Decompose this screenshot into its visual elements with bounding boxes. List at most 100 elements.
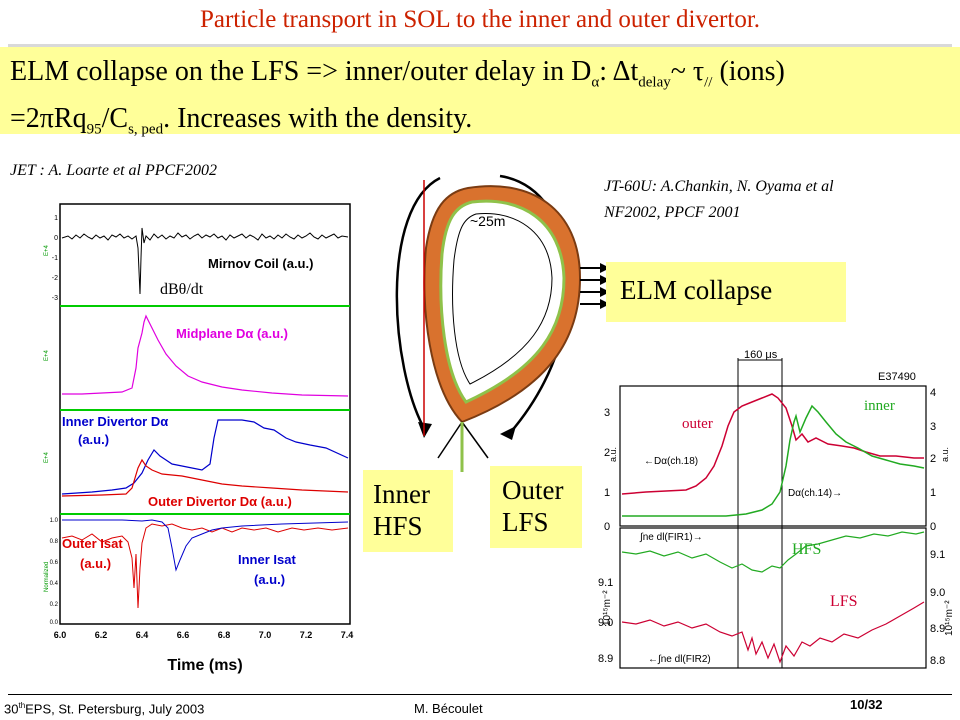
dbdt-label: dBθ/dt	[160, 281, 204, 298]
tokamak-cross-section: ~25m	[395, 168, 610, 472]
length-label: ~25m	[470, 213, 505, 229]
y-tick: 2	[930, 453, 936, 465]
headline-part: . Increases with the density.	[163, 102, 473, 134]
inner-isat-trace	[62, 519, 349, 572]
hfs-arrowhead	[418, 422, 432, 438]
headline-sub: delay	[638, 74, 671, 91]
inner-divertor-label: Inner Divertor Dα	[62, 414, 168, 429]
x-tick: 7.0	[259, 630, 272, 640]
elm-collapse-box: ELM collapse	[606, 262, 846, 322]
citation-line1: JT-60U: A.Chankin, N. Oyama et al	[604, 178, 834, 195]
dalpha-ch18-trace	[621, 393, 924, 495]
conference-label: 30thEPS, St. Petersburg, July 2003	[4, 701, 204, 716]
y-tick: 0	[54, 235, 58, 242]
y-tick: 2	[604, 447, 610, 459]
footer-sup: th	[18, 701, 26, 710]
author-label: M. Bécoulet	[414, 701, 483, 716]
jet-traces-figure: E+4 E+4 E+4 Normalized 1 0 -1 -2 -3 1.0 …	[42, 198, 358, 678]
y-tick: 4	[930, 387, 936, 399]
flux-surface	[452, 213, 553, 385]
inner-hfs-box: Inner HFS	[363, 470, 453, 552]
y-tick: 8.9	[598, 653, 613, 665]
outer-divertor-label: Outer Divertor Dα (a.u.)	[148, 494, 292, 509]
fir1-trace	[621, 531, 925, 573]
y-tick: 8.8	[930, 655, 945, 667]
headline-line-2: =2πRq95/Cs, ped. Increases with the dens…	[10, 101, 950, 148]
midplane-label: Midplane Dα (a.u.)	[176, 326, 288, 341]
headline-line-1: ELM collapse on the LFS => inner/outer d…	[10, 54, 950, 101]
x-tick: 6.0	[54, 630, 67, 640]
x-tick: 6.4	[136, 630, 149, 640]
top-unit-right: a.u.	[940, 447, 950, 462]
top-right-ticks: 4 3 2 1 0	[930, 387, 936, 533]
time-window-label: 160 μs	[744, 349, 778, 361]
headline-part: ~ τ	[670, 56, 705, 87]
x-tick: 7.2	[300, 630, 313, 640]
y-tick: 1	[930, 487, 936, 499]
dalpha18-label: ←Dα(ch.18)	[644, 456, 698, 467]
outer-lfs-box: Outer LFS	[490, 466, 582, 548]
outer-label: outer	[682, 416, 713, 432]
outer-lfs-line1: Outer	[502, 475, 564, 505]
shot-number: E37490	[878, 371, 916, 383]
y-tick: 1	[54, 215, 58, 222]
midplane-dalpha-trace	[62, 314, 349, 397]
elm-arrowhead	[600, 299, 610, 309]
headline-part: : Δt	[599, 56, 639, 87]
headline-part: /C	[101, 102, 129, 134]
elm-arrowhead	[600, 287, 610, 297]
y-tick: 3	[930, 421, 936, 433]
x-ticks: 6.0 6.2 6.4 6.6 6.8 7.0 7.2 7.4	[54, 630, 354, 640]
y-tick: 9.1	[598, 577, 613, 589]
inner-isat-label: Inner Isat	[238, 552, 296, 567]
y-unit-label: E+4	[44, 244, 50, 256]
x-axis-label: Time (ms)	[167, 657, 242, 674]
x-tick: 6.8	[218, 630, 231, 640]
hfs-flow-arrow	[395, 176, 441, 431]
elm-arrows	[580, 263, 610, 309]
inner-hfs-line2: HFS	[373, 511, 423, 541]
x-tick: 6.2	[95, 630, 108, 640]
elm-collapse-label: ELM collapse	[620, 275, 773, 305]
top-left-ticks: 3 2 1 0	[604, 407, 610, 533]
figure-frame	[59, 203, 351, 625]
separatrix	[439, 199, 566, 404]
figure-background	[42, 198, 358, 678]
top-unit-left: a.u.	[608, 447, 618, 462]
mirnov-label: Mirnov Coil (a.u.)	[208, 256, 313, 271]
x-tick: 6.6	[177, 630, 190, 640]
inner-divertor-trace	[61, 419, 349, 495]
inner-divertor-unit: (a.u.)	[78, 432, 109, 447]
bottom-left-ticks: 9.1 9.0 8.9	[598, 577, 613, 665]
slide-title: Particle transport in SOL to the inner a…	[199, 6, 761, 33]
y-tick: 0.4	[50, 581, 59, 587]
bottom-right-ticks: 9.1 9.0 8.9 8.8	[930, 549, 945, 667]
outer-lfs-line2: LFS	[502, 507, 549, 537]
y-tick: 0	[604, 521, 610, 533]
y-tick: 0.2	[50, 602, 59, 608]
lfs-arrowhead	[500, 426, 516, 440]
inner-divertor-leg	[437, 421, 463, 459]
y-tick: -1	[52, 255, 58, 262]
y-unit-label: Normalized	[44, 562, 50, 592]
y-tick: 8.9	[930, 623, 945, 635]
footer-divider	[8, 694, 952, 695]
figure-background	[596, 346, 960, 684]
outer-divertor-trace	[61, 458, 349, 497]
y-tick: 1	[604, 487, 610, 499]
footer-part: EPS, St. Petersburg, July 2003	[25, 701, 205, 717]
headline-sub: 95	[86, 121, 102, 138]
jt60u-figure: 160 μs E37490 3 2 1 0 4 3 2 1 0 a.u. a.u…	[596, 346, 960, 684]
dalpha-ch14-trace	[622, 404, 925, 517]
footer-part: 30	[4, 701, 19, 717]
outer-isat-unit: (a.u.)	[80, 556, 111, 571]
title-divider	[8, 44, 952, 47]
y-tick: 9.1	[930, 549, 945, 561]
headline-part: (ions)	[712, 56, 785, 87]
headline-part: =2πRq	[10, 102, 87, 134]
outer-isat-label: Outer Isat	[62, 536, 123, 551]
citation-line2: NF2002, PPCF 2001	[604, 204, 741, 221]
inner-hfs-line1: Inner	[373, 479, 430, 509]
fir1-label: ∫ne dl(FIR1)→	[639, 532, 703, 543]
outer-divertor-leg	[461, 421, 489, 459]
